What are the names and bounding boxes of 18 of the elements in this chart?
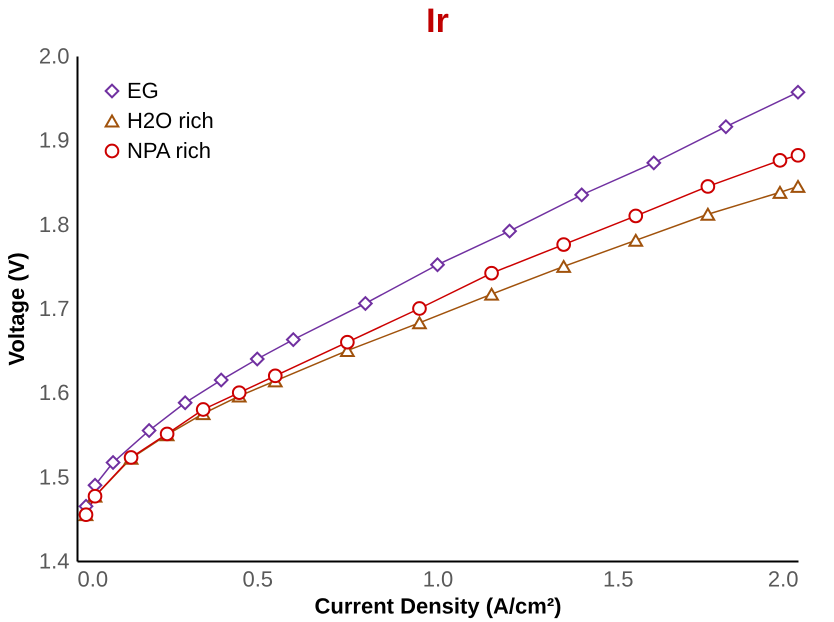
legend-label: H2O rich bbox=[127, 108, 214, 133]
y-tick-label: 2.0 bbox=[38, 44, 70, 68]
chart-title: Ir bbox=[426, 2, 449, 40]
y-tick-label: 1.9 bbox=[38, 128, 70, 153]
x-axis-title: Current Density (A/cm²) bbox=[314, 594, 562, 618]
legend-label: NPA rich bbox=[127, 138, 211, 163]
y-tick-label: 1.8 bbox=[38, 212, 70, 237]
y-axis-title: Voltage (V) bbox=[4, 252, 29, 366]
y-tick-label: 1.5 bbox=[38, 464, 70, 490]
x-tick-label: 0.0 bbox=[78, 566, 108, 592]
x-tick-label: 1.0 bbox=[422, 566, 454, 592]
x-tick-label: 0.5 bbox=[242, 566, 274, 592]
y-tick-label: 1.7 bbox=[38, 296, 70, 321]
y-tick-label: 1.4 bbox=[38, 548, 70, 574]
x-tick-label: 1.5 bbox=[602, 566, 634, 592]
y-tick-label: 1.6 bbox=[38, 380, 70, 406]
legend-label: EG bbox=[127, 78, 159, 103]
x-tick-label: 2.0 bbox=[768, 566, 798, 592]
